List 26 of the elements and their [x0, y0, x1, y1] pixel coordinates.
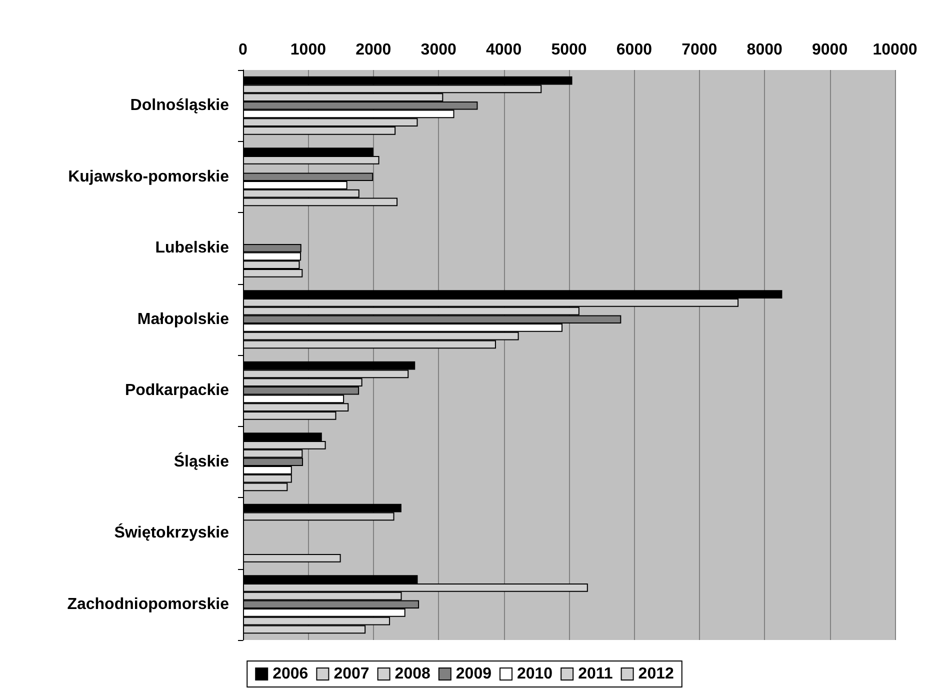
x-tick-label: 0 [238, 42, 248, 58]
x-tick-label: 5000 [551, 42, 587, 58]
x-tick-label: 4000 [486, 42, 522, 58]
legend-label: 2009 [456, 666, 492, 682]
y-tick-label: Dolnośląskie [130, 97, 230, 114]
y-tick-label: Śląskie [174, 451, 230, 470]
y-tick-label: Kujawsko-pomorskie [68, 168, 230, 186]
x-tick-label: 6000 [616, 42, 652, 58]
y-tick-label: Lubelskie [155, 240, 230, 257]
y-tick-label: Małopolskie [137, 310, 230, 328]
legend-label: 2011 [578, 666, 613, 682]
legend-label: 2012 [638, 666, 674, 682]
x-tick-label: 7000 [682, 42, 718, 58]
y-tick-label: Podkarpackie [124, 382, 230, 400]
y-tick-label: Zachodniopomorskie [67, 596, 230, 613]
x-tick-label: 9000 [812, 42, 848, 58]
x-tick-label: 1000 [290, 42, 326, 58]
legend-label: 2006 [272, 666, 308, 682]
legend-label: 2008 [394, 666, 430, 682]
x-tick-label: 3000 [420, 42, 456, 58]
legend-label: 2010 [516, 666, 553, 682]
x-tick-label: 2000 [356, 42, 392, 58]
x-tick-label: 10000 [872, 42, 918, 58]
x-tick-label: 8000 [746, 42, 782, 58]
legend-label: 2007 [334, 666, 370, 682]
y-tick-label: Świętokrzyskie [114, 522, 230, 542]
